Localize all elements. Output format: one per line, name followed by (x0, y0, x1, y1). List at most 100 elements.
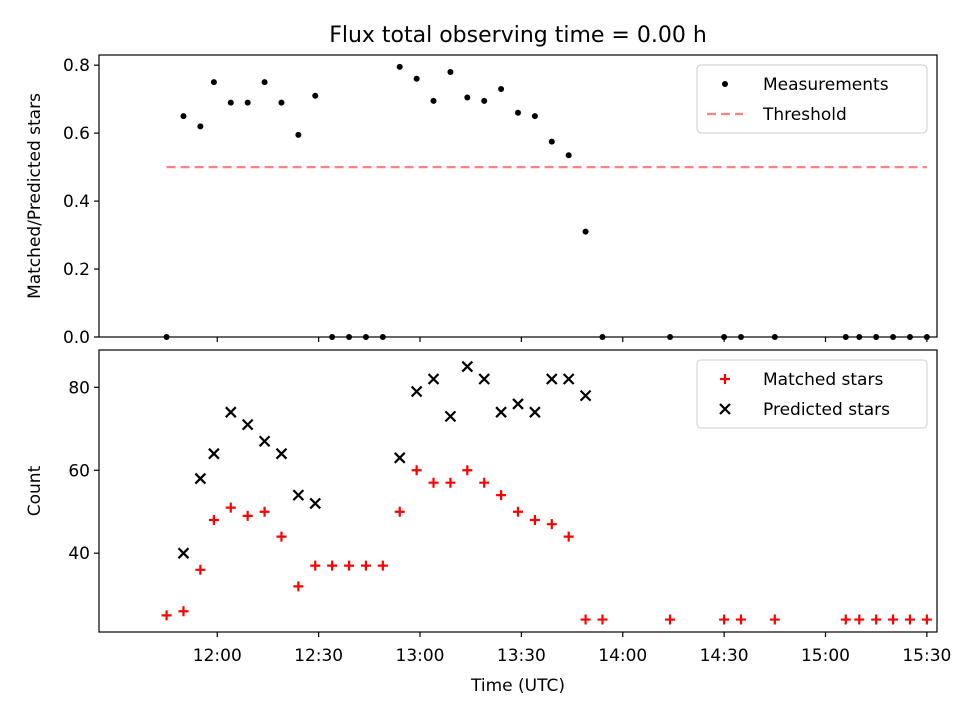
data-point (312, 92, 319, 99)
data-point (259, 506, 270, 517)
data-point (177, 547, 190, 559)
data-point (241, 418, 254, 431)
legend-label: Predicted stars (763, 400, 890, 420)
data-point (411, 465, 422, 476)
legend: Measurements Threshold (696, 64, 928, 134)
data-point (379, 334, 386, 340)
data-point (444, 410, 457, 423)
data-point (394, 506, 405, 517)
data-point (531, 113, 538, 120)
data-point (481, 97, 488, 104)
data-point (225, 502, 236, 513)
data-point (769, 614, 780, 625)
legend-label: Measurements (763, 75, 889, 95)
legend-marker (719, 403, 731, 415)
legend: Matched stars Predicted stars (696, 359, 928, 429)
y-axis-label: Matched/Predicted stars (25, 93, 45, 299)
axes-frame (98, 349, 938, 633)
x-tick-label: 13:00 (396, 646, 445, 666)
data-point (396, 63, 403, 70)
data-point (242, 510, 253, 521)
x-tick-label: 14:30 (700, 646, 749, 666)
data-point (430, 97, 437, 104)
data-point (362, 334, 369, 340)
series-measurements (163, 63, 930, 340)
legend-label: Matched stars (763, 370, 883, 390)
data-point (295, 131, 302, 138)
data-point (854, 614, 865, 625)
data-point (258, 435, 271, 448)
data-point (344, 560, 355, 571)
data-point (329, 334, 336, 340)
data-point (428, 477, 439, 488)
data-point (665, 614, 676, 625)
y-tick-label: 0.0 (63, 328, 90, 348)
x-tick-label: 15:30 (902, 646, 951, 666)
data-point (479, 477, 490, 488)
bottom-panel-counts: 40 60 80 12:00 12:30 13:00 13:30 14:00 14:30 15:0… (25, 349, 951, 696)
data-point (393, 452, 406, 464)
data-point (346, 334, 353, 340)
x-tick-label: 15:00 (801, 646, 850, 666)
data-point (529, 515, 540, 526)
y-tick-label: 60 (68, 461, 90, 481)
data-point (227, 99, 234, 106)
data-point (360, 560, 371, 571)
data-point (261, 79, 268, 86)
data-point (292, 489, 305, 501)
data-point (310, 560, 321, 571)
data-point (309, 497, 322, 510)
data-point (597, 614, 608, 625)
data-point (244, 99, 251, 106)
series-matched-stars (161, 465, 932, 625)
data-point (548, 138, 555, 145)
legend-marker (722, 81, 728, 87)
x-tick-label: 13:30 (497, 646, 546, 666)
data-point (890, 334, 897, 340)
data-point (178, 606, 189, 617)
data-point (478, 373, 490, 385)
data-point (871, 614, 882, 625)
data-point (873, 334, 880, 340)
data-point (461, 360, 474, 373)
y-tick-label: 80 (68, 378, 90, 398)
data-point (512, 398, 524, 410)
data-point (498, 85, 505, 92)
data-point (563, 531, 574, 542)
data-point (719, 614, 730, 625)
data-point (161, 610, 172, 621)
y-tick-label: 0.4 (63, 192, 90, 212)
data-point (546, 373, 558, 385)
data-point (464, 94, 471, 101)
legend-marker (720, 374, 730, 384)
data-point (565, 152, 572, 159)
data-point (529, 406, 541, 418)
y-tick-label: 40 (68, 544, 90, 564)
data-point (445, 477, 456, 488)
data-point (275, 447, 288, 460)
data-point (413, 75, 420, 82)
data-point (447, 68, 454, 75)
data-point (840, 614, 851, 625)
data-point (667, 334, 674, 340)
y-tick-label: 0.8 (63, 56, 90, 76)
data-point (225, 406, 237, 418)
data-point (163, 334, 170, 340)
data-point (921, 614, 932, 625)
x-tick-label: 12:00 (193, 646, 242, 666)
series-predicted-stars (177, 360, 592, 559)
legend-box (696, 64, 928, 134)
data-point (208, 515, 219, 526)
data-point (427, 373, 440, 385)
data-point (195, 564, 206, 575)
data-point (842, 334, 849, 340)
x-axis-label: Time (UTC) (470, 676, 565, 696)
data-point (278, 99, 285, 106)
data-point (736, 614, 747, 625)
data-point (771, 334, 778, 340)
data-point (579, 389, 592, 402)
data-point (208, 447, 220, 460)
figure-title: Flux total observing time = 0.00 h (329, 23, 707, 48)
data-point (293, 581, 304, 592)
